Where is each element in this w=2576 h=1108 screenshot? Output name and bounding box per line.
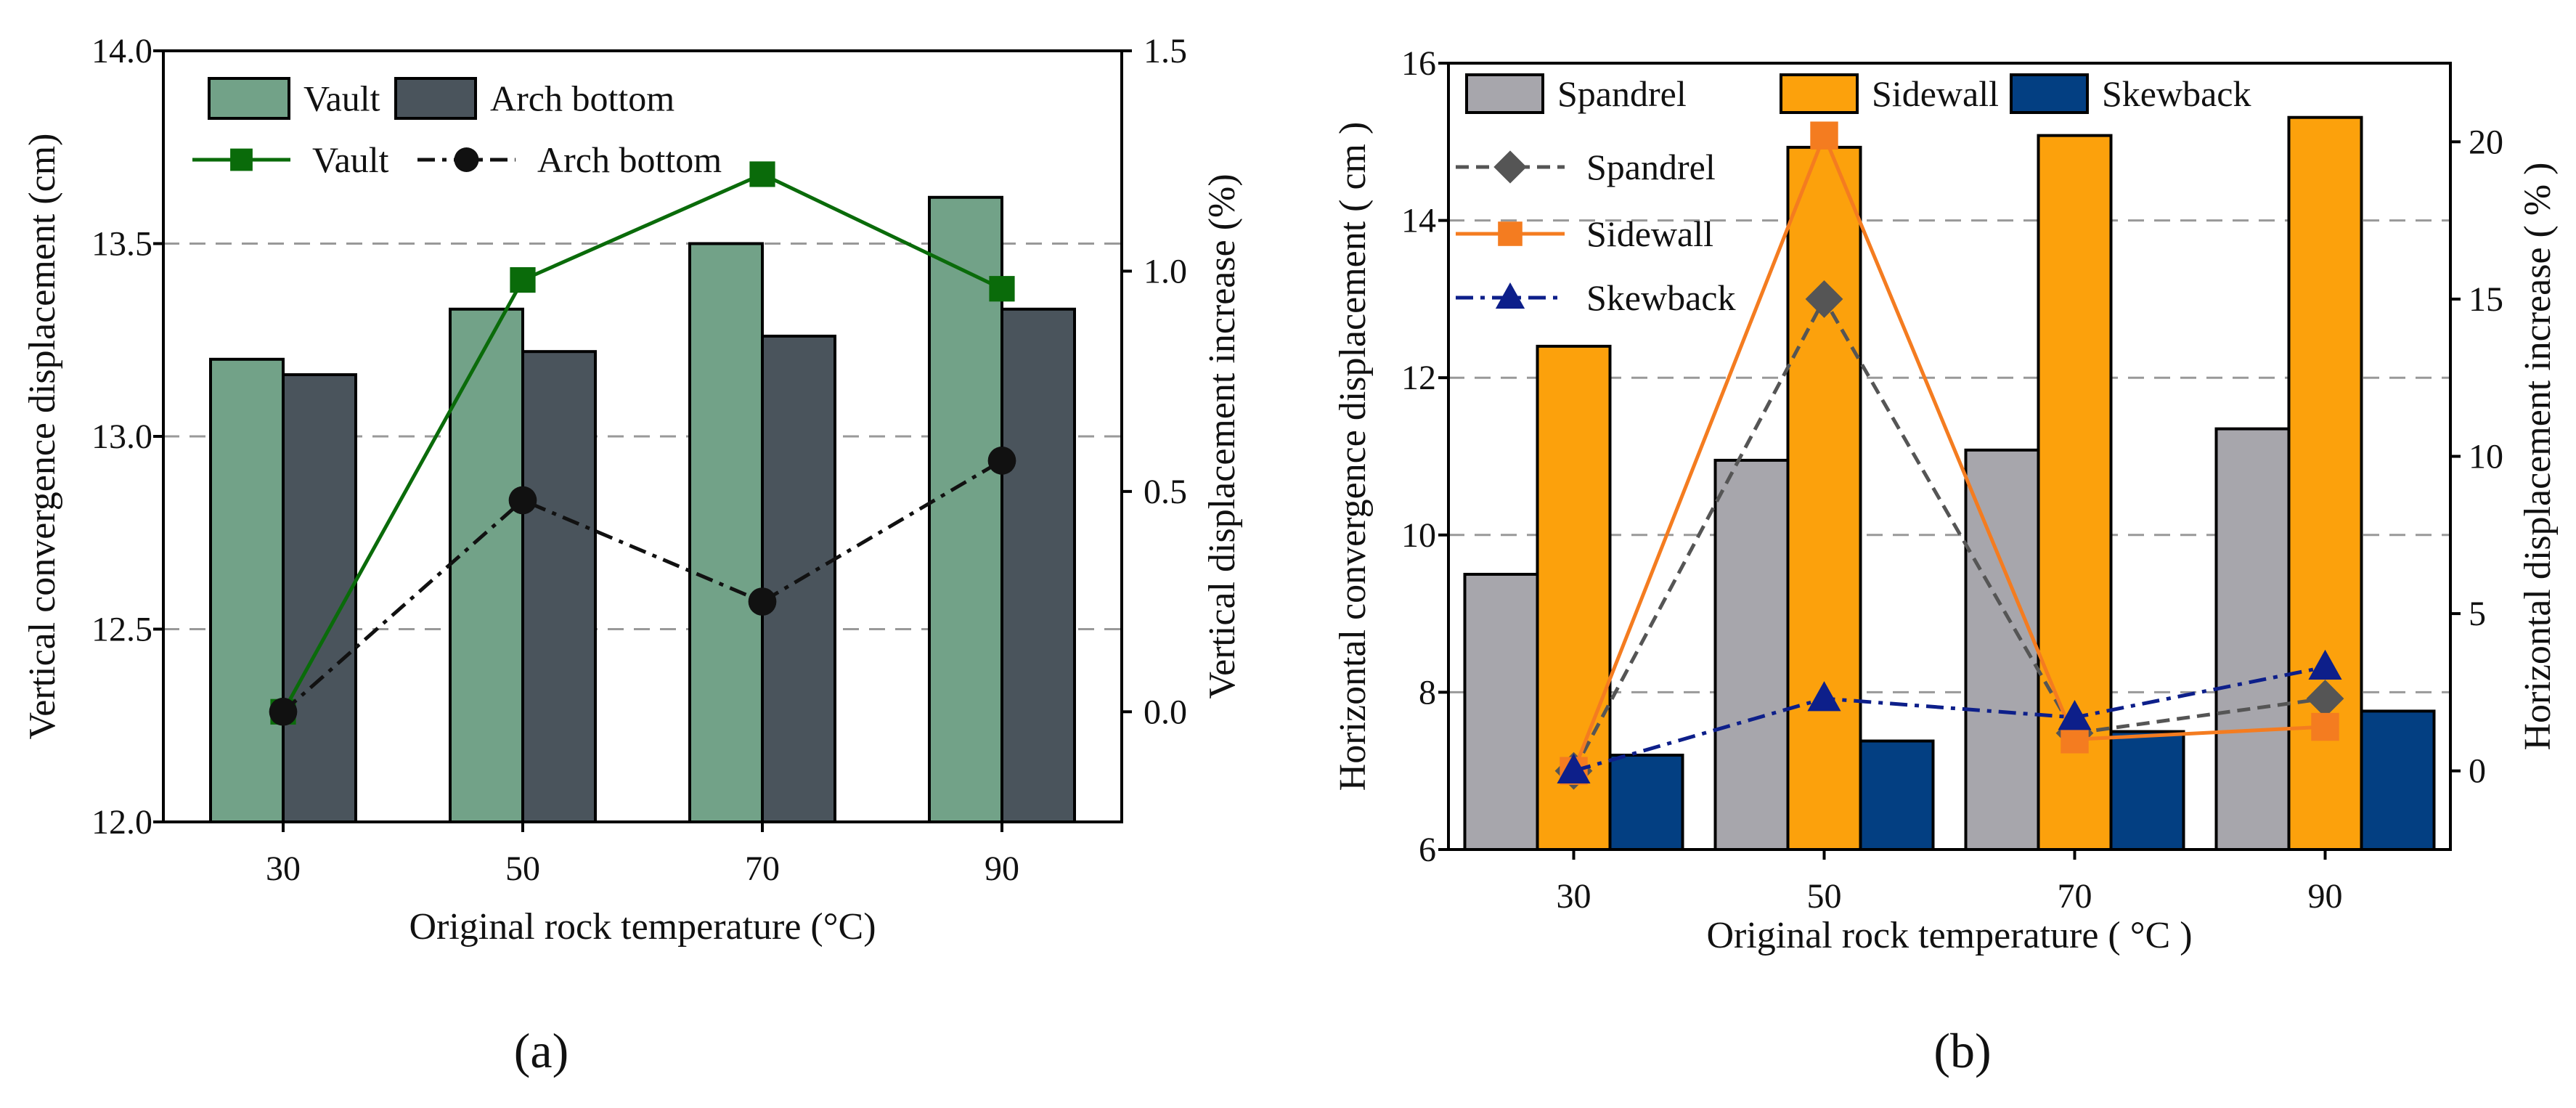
bar-arch-bottom-50 bbox=[521, 350, 597, 823]
x-tick-label: 70 bbox=[2058, 877, 2092, 916]
line-sidewall bbox=[1572, 130, 2326, 772]
legend-label: Sidewall bbox=[1872, 73, 1999, 114]
point-sidewall-50 bbox=[1810, 121, 1838, 150]
x-tick-label: 50 bbox=[1807, 877, 1842, 916]
bar-skewback-50 bbox=[1859, 739, 1935, 852]
line-vault bbox=[281, 172, 1003, 713]
panel-label: (b) bbox=[1933, 1023, 1991, 1078]
point-arch-bottom-90 bbox=[987, 447, 1016, 475]
legend-label: Arch bottom bbox=[490, 78, 674, 119]
legend-label: Sidewall bbox=[1586, 213, 1713, 254]
bar-arch-bottom-90 bbox=[1000, 307, 1076, 823]
y-tick-label-left: 16 bbox=[1401, 44, 1436, 83]
y-axis-title-right: Horizontal displacement increase ( % ) bbox=[2517, 163, 2559, 751]
legend-swatch bbox=[208, 77, 290, 120]
legend-swatch bbox=[1780, 73, 1859, 114]
y-tick-label-left: 6 bbox=[1419, 831, 1436, 869]
bar-spandrel-30 bbox=[1463, 572, 1539, 851]
bar-vault-70 bbox=[688, 242, 764, 823]
legend-label: Arch bottom bbox=[537, 139, 722, 180]
y-tick-label-left: 8 bbox=[1419, 673, 1436, 712]
legend-marker bbox=[1498, 221, 1523, 246]
legend-label: Skewback bbox=[1586, 277, 1736, 318]
y-tick-label-left: 13.0 bbox=[91, 417, 152, 456]
x-axis-title: Original rock temperature (°C) bbox=[409, 906, 876, 948]
point-skewback-90 bbox=[2308, 649, 2342, 680]
legend-marker bbox=[230, 148, 253, 171]
point-sidewall-70 bbox=[2061, 725, 2089, 754]
line-skewback bbox=[1573, 665, 2326, 773]
y-tick-label-left: 10 bbox=[1401, 516, 1436, 555]
y-tick-label-right: 0.0 bbox=[1144, 693, 1187, 731]
legend-label: Vault bbox=[312, 139, 389, 180]
y-tick-label-right: 20 bbox=[2469, 123, 2503, 161]
y-tick-label-left: 13.5 bbox=[91, 225, 152, 264]
legend-swatch bbox=[1465, 73, 1544, 114]
x-tick-label: 90 bbox=[2308, 877, 2343, 916]
y-tick-label-left: 12 bbox=[1401, 359, 1436, 397]
y-axis-title-left: Vertical convergence displacement (cm) bbox=[22, 134, 63, 740]
y-tick-label-right: 10 bbox=[2469, 438, 2503, 476]
y-tick-label-right: 1.5 bbox=[1144, 32, 1187, 70]
bar-vault-50 bbox=[449, 307, 524, 823]
legend-label: Spandrel bbox=[1557, 73, 1687, 114]
y-tick-label-right: 5 bbox=[2469, 595, 2486, 633]
bar-skewback-30 bbox=[1608, 754, 1684, 852]
y-tick-label-left: 14 bbox=[1401, 202, 1436, 240]
bar-vault-30 bbox=[209, 357, 285, 823]
bar-sidewall-50 bbox=[1786, 145, 1862, 852]
y-tick-label-right: 15 bbox=[2469, 280, 2503, 319]
x-tick-label: 50 bbox=[505, 850, 540, 888]
point-vault-70 bbox=[749, 161, 775, 187]
x-tick-label: 90 bbox=[985, 850, 1019, 888]
point-spandrel-90 bbox=[2306, 680, 2344, 717]
y-tick-label-right: 0.5 bbox=[1144, 473, 1187, 511]
point-arch-bottom-50 bbox=[508, 486, 537, 515]
y-axis-title-right: Vertical displacement increase (%) bbox=[1202, 174, 1243, 698]
y-tick-label-left: 14.0 bbox=[91, 32, 152, 70]
y-axis-title-left: Horizontal convergence displacement ( cm… bbox=[1332, 122, 1374, 791]
line-spandrel bbox=[1572, 295, 2326, 772]
point-spandrel-50 bbox=[1805, 280, 1843, 318]
legend-marker bbox=[1493, 150, 1527, 184]
x-tick-label: 30 bbox=[1557, 877, 1591, 916]
legend-label: Skewback bbox=[2102, 73, 2251, 114]
point-vault-90 bbox=[989, 276, 1015, 302]
bar-arch-bottom-30 bbox=[282, 373, 357, 823]
legend-label: Vault bbox=[303, 78, 380, 119]
y-tick-label-right: 0 bbox=[2469, 752, 2486, 791]
point-arch-bottom-30 bbox=[269, 697, 298, 726]
point-vault-50 bbox=[510, 266, 536, 293]
bar-skewback-90 bbox=[2360, 709, 2436, 852]
panel-label: (a) bbox=[514, 1023, 568, 1078]
legend-swatch bbox=[394, 77, 477, 120]
point-sidewall-90 bbox=[2311, 712, 2339, 741]
point-skewback-30 bbox=[1557, 753, 1591, 783]
bar-spandrel-50 bbox=[1713, 458, 1790, 851]
legend-label: Spandrel bbox=[1586, 147, 1716, 187]
line-arch-bottom bbox=[282, 459, 1003, 714]
x-tick-label: 30 bbox=[266, 850, 301, 888]
point-skewback-50 bbox=[1807, 681, 1841, 712]
y-tick-label-left: 12.0 bbox=[91, 803, 152, 842]
bar-spandrel-70 bbox=[1964, 448, 2040, 851]
x-axis-title: Original rock temperature ( °C ) bbox=[1706, 915, 2192, 956]
chart-b: 6 8 10 12 14 16 0 5 10 15 20 30 50 70 90 Original rock … bbox=[1332, 44, 2559, 1078]
chart-a: 12.0 12.5 13.0 13.5 14.0 0.0 0.5 1.0 1.5 30 50 70 90… bbox=[22, 32, 1243, 1078]
y-tick-label-left: 12.5 bbox=[91, 611, 152, 649]
bar-skewback-70 bbox=[2109, 730, 2185, 851]
legend-marker bbox=[1495, 282, 1525, 309]
y-tick-label-right: 1.0 bbox=[1144, 252, 1187, 290]
legend-swatch bbox=[2010, 73, 2089, 114]
bar-spandrel-90 bbox=[2214, 427, 2291, 851]
point-skewback-70 bbox=[2058, 700, 2092, 730]
point-arch-bottom-70 bbox=[748, 587, 777, 616]
x-tick-label: 70 bbox=[745, 850, 780, 888]
legend-marker bbox=[454, 147, 479, 172]
